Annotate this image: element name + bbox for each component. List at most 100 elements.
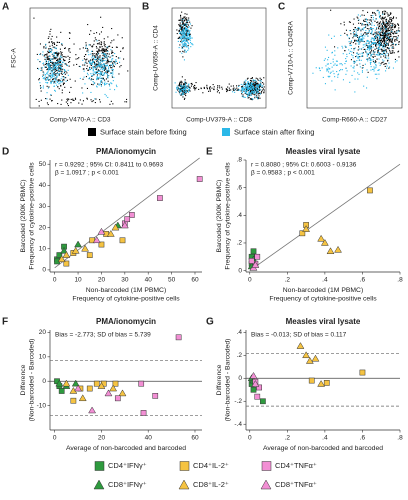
event xyxy=(253,84,255,86)
event xyxy=(56,41,58,43)
event xyxy=(375,14,377,16)
data-point xyxy=(60,246,68,254)
event xyxy=(242,84,244,86)
event xyxy=(65,77,67,79)
event xyxy=(366,34,368,36)
event xyxy=(110,82,112,84)
event xyxy=(344,32,346,34)
event xyxy=(85,45,87,47)
event xyxy=(107,50,109,52)
event xyxy=(312,72,314,74)
event xyxy=(367,48,369,50)
event xyxy=(103,50,105,52)
event xyxy=(363,85,365,87)
event xyxy=(331,80,333,82)
event xyxy=(54,70,56,72)
event xyxy=(96,40,98,42)
event xyxy=(365,21,367,23)
event xyxy=(97,61,99,63)
event xyxy=(47,51,49,53)
event xyxy=(178,30,180,32)
event xyxy=(98,84,100,86)
event xyxy=(250,80,252,82)
event xyxy=(183,42,185,44)
event xyxy=(45,81,47,83)
event xyxy=(67,69,69,71)
event xyxy=(358,40,360,42)
event xyxy=(250,84,252,86)
event xyxy=(180,26,182,28)
event xyxy=(387,43,389,45)
event xyxy=(370,28,372,30)
event xyxy=(95,63,97,65)
event xyxy=(86,65,88,67)
event xyxy=(57,103,59,105)
event xyxy=(227,86,229,88)
event xyxy=(179,88,181,90)
event xyxy=(348,38,350,40)
event xyxy=(111,60,113,62)
event xyxy=(48,36,50,38)
event xyxy=(54,52,56,54)
event xyxy=(106,70,108,72)
event xyxy=(39,53,41,55)
event xyxy=(330,9,332,11)
event xyxy=(60,84,62,86)
event xyxy=(103,63,105,65)
event xyxy=(383,63,385,65)
event xyxy=(52,61,54,63)
x-axis-label: Comp-R660-A :: CD27 xyxy=(322,117,387,124)
fit-line xyxy=(249,163,401,271)
event xyxy=(388,62,390,64)
event xyxy=(381,28,383,30)
event xyxy=(59,65,61,67)
event xyxy=(47,70,49,72)
event xyxy=(180,31,182,33)
event xyxy=(250,82,252,84)
event xyxy=(92,84,94,86)
event xyxy=(385,27,387,29)
event xyxy=(62,68,64,70)
event xyxy=(389,36,391,38)
event xyxy=(185,27,187,29)
event xyxy=(60,70,62,72)
event xyxy=(53,53,55,55)
event xyxy=(385,28,387,30)
event xyxy=(67,105,69,107)
event xyxy=(193,87,195,89)
event xyxy=(182,25,184,27)
event xyxy=(376,39,378,41)
event xyxy=(100,58,102,60)
event xyxy=(82,64,84,66)
event xyxy=(381,50,383,52)
event xyxy=(251,87,253,89)
event xyxy=(380,37,382,39)
event xyxy=(49,33,51,35)
event xyxy=(183,88,185,90)
event xyxy=(358,57,360,59)
event xyxy=(374,32,376,34)
event xyxy=(256,90,258,92)
event xyxy=(385,44,387,46)
event xyxy=(328,34,330,36)
event xyxy=(245,90,247,92)
event xyxy=(183,44,185,46)
event xyxy=(182,30,184,32)
event xyxy=(385,63,387,65)
event xyxy=(117,57,119,59)
event xyxy=(381,31,383,33)
event xyxy=(253,85,255,87)
event xyxy=(360,48,362,50)
event xyxy=(362,10,364,12)
event xyxy=(358,41,360,43)
event xyxy=(50,50,52,52)
event xyxy=(257,84,259,86)
event xyxy=(184,81,186,83)
event xyxy=(49,75,51,77)
event xyxy=(99,50,101,52)
event xyxy=(371,24,373,26)
event xyxy=(66,72,68,74)
event xyxy=(380,48,382,50)
event xyxy=(42,77,44,79)
event xyxy=(64,70,66,72)
